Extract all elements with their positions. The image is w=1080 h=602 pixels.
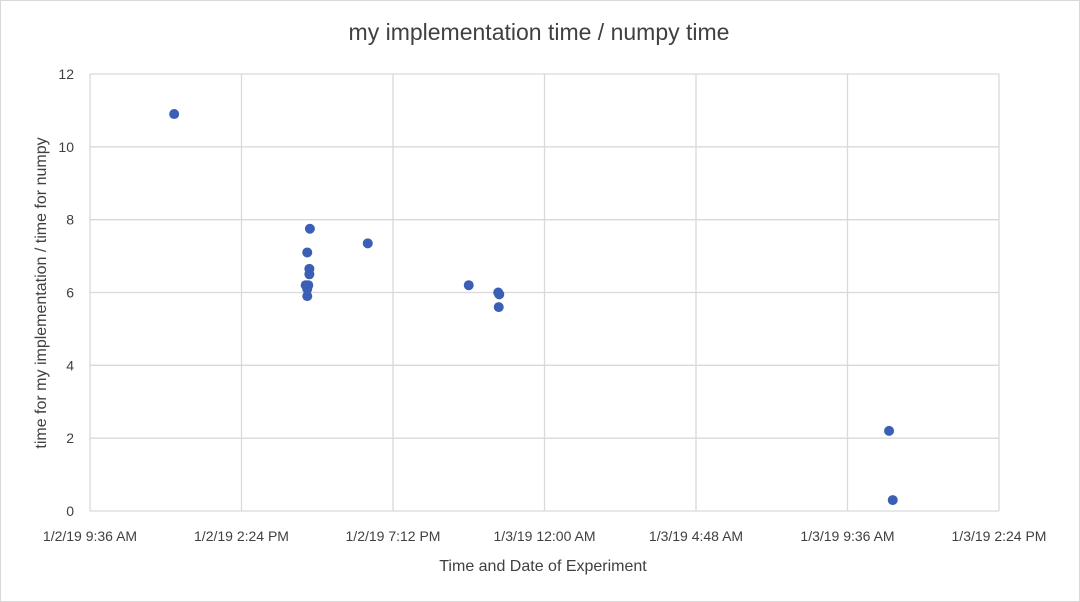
y-tick-label: 2 <box>66 430 74 446</box>
data-point <box>304 223 315 234</box>
x-tick-label: 1/3/19 4:48 AM <box>649 528 743 544</box>
data-point <box>493 302 504 313</box>
data-point <box>884 425 895 436</box>
y-tick-labels: 0 2 4 6 8 10 12 <box>58 66 74 519</box>
chart-title: my implementation time / numpy time <box>349 19 730 45</box>
data-point <box>302 291 313 302</box>
data-point <box>304 269 315 280</box>
y-axis-title: time for my implementation / time for nu… <box>33 137 50 448</box>
x-tick-label: 1/3/19 12:00 AM <box>494 528 596 544</box>
x-tick-label: 1/2/19 7:12 PM <box>346 528 441 544</box>
gridlines <box>89 73 1000 512</box>
data-point <box>463 280 474 291</box>
y-tick-label: 6 <box>66 285 74 301</box>
data-point <box>887 495 898 506</box>
x-tick-labels: 1/2/19 9:36 AM 1/2/19 2:24 PM 1/2/19 7:12 … <box>43 528 1047 544</box>
data-point <box>169 109 180 120</box>
y-tick-label: 10 <box>58 139 74 155</box>
x-tick-label: 1/2/19 2:24 PM <box>194 528 289 544</box>
data-point <box>302 283 313 294</box>
data-point <box>362 238 373 249</box>
data-points <box>169 109 898 506</box>
y-tick-label: 12 <box>58 66 74 82</box>
x-tick-label: 1/2/19 9:36 AM <box>43 528 137 544</box>
x-tick-label: 1/3/19 9:36 AM <box>800 528 894 544</box>
y-tick-label: 4 <box>66 357 74 373</box>
x-axis-title: Time and Date of Experiment <box>439 558 647 575</box>
data-point <box>302 247 313 258</box>
x-tick-label: 1/3/19 2:24 PM <box>952 528 1047 544</box>
y-tick-label: 0 <box>66 503 74 519</box>
data-point <box>494 289 505 300</box>
y-tick-label: 8 <box>66 212 74 228</box>
